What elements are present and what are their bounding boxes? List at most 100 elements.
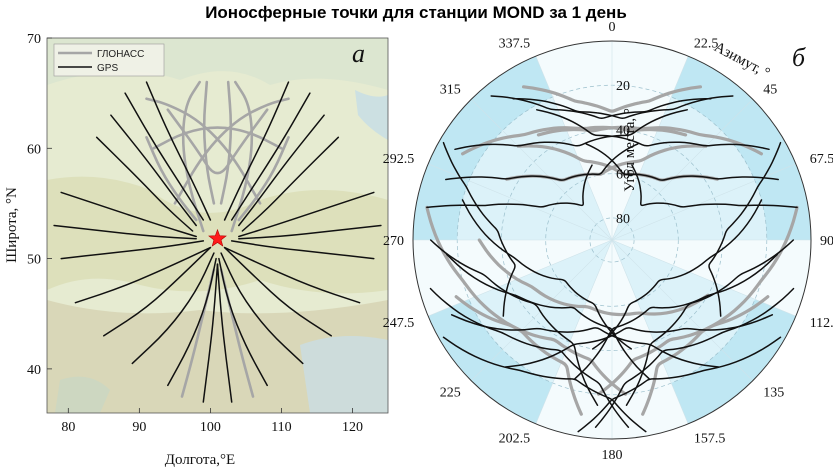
azimuth-tick-label-11: 247.5: [383, 316, 415, 331]
polar-track-glonass-7: [477, 238, 710, 317]
station-star: [208, 228, 227, 247]
polar-frame: [412, 40, 812, 440]
elevation-tick-label-2: 60: [616, 168, 630, 183]
map-track-gps-21: [216, 263, 233, 403]
map-track-gps-11: [230, 240, 375, 260]
map-track-gps-10: [238, 224, 382, 240]
panel-label-b: б: [792, 43, 806, 72]
azimuth-tick-label-15: 337.5: [499, 36, 531, 51]
map-tracks: [53, 80, 382, 403]
map-track-glonass-7: [219, 80, 233, 205]
map-track-glonass-6: [202, 80, 216, 205]
azimuth-tick-label-8: 180: [602, 448, 623, 463]
azimuth-tick-label-10: 225: [440, 385, 461, 400]
map-track-gps-13: [223, 246, 361, 304]
x-tick-label-0: 80: [61, 420, 75, 435]
elevation-tick-label-1: 40: [616, 123, 630, 138]
map-track-gps-20: [202, 263, 219, 403]
legend-glonass-label: ГЛОНАСС: [97, 49, 144, 60]
map-track-gps-1: [124, 92, 205, 221]
azimuth-tick-label-0: 0: [609, 20, 616, 35]
polar-track-gps-4: [445, 143, 639, 181]
panel-label-a: а: [352, 39, 365, 68]
x-tick-label-3: 110: [271, 420, 291, 435]
azimuth-spoke-1: [611, 55, 689, 241]
map-track-glonass-8: [145, 136, 198, 222]
azimuth-spoke-11: [427, 239, 613, 317]
map-track-gps-8: [60, 240, 205, 260]
panel-b: 0 22.5 45 67.5 90 112.5 135 157.5 180 202.5 225 247…: [383, 20, 833, 463]
polar-tracks: [425, 85, 799, 433]
map-track-gps-0: [110, 114, 197, 227]
polar-track-gps-10: [446, 253, 650, 380]
panel-a: 80 90 100 110 120 40 50 60 70 ГЛОНАСС GPS а Долг…: [4, 32, 389, 468]
map-track-gps-17: [220, 252, 304, 365]
azimuth-tick-label-3: 67.5: [810, 152, 833, 167]
azimuth-spoke-2: [611, 99, 753, 241]
map-track-gps-4: [230, 92, 311, 221]
polar-track-gps-5: [585, 143, 779, 181]
polar-track-gps-17: [592, 199, 763, 350]
azimuth-spoke-14: [471, 99, 613, 241]
polar-track-gps-16: [461, 199, 632, 350]
polar-track-gps-14: [450, 314, 720, 368]
map-track-glonass-4: [152, 126, 283, 150]
map-track-gps-9: [238, 191, 375, 238]
azimuth-spoke-10: [471, 239, 613, 381]
polar-track-gps-19: [708, 141, 782, 317]
polar-grid: [413, 41, 811, 439]
map-track-glonass-0: [181, 80, 205, 233]
legend-box: [53, 43, 165, 77]
map-track-gps-7: [53, 224, 197, 240]
elevation-ticks: 20 40 60 80: [616, 79, 630, 227]
azimuth-tick-label-5: 112.5: [810, 316, 833, 331]
map-track-gps-15: [223, 246, 332, 337]
polar-track-gps-2: [454, 109, 688, 151]
station-marker: [208, 228, 227, 247]
azimuth-tick-label-14: 315: [440, 83, 461, 98]
polar-track-gps-15: [504, 314, 774, 368]
polar-track-gps-7: [631, 164, 798, 209]
polar-track-gps-8: [429, 239, 599, 406]
polar-track-gps-11: [574, 253, 778, 380]
x-tick-label-4: 120: [342, 420, 363, 435]
legend: ГЛОНАСС GPS: [53, 43, 165, 77]
map-track-glonass-3: [145, 97, 262, 205]
azimuth-ticks: 0 22.5 45 67.5 90 112.5 135 157.5 180 202.5 225 247…: [383, 20, 833, 463]
map-track-gps-6: [60, 191, 197, 238]
map-frame: [46, 37, 389, 414]
polar-track-glonass-6: [596, 295, 770, 396]
azimuth-tick-label-6: 135: [763, 385, 784, 400]
polar-track-gps-6: [426, 164, 593, 209]
map-track-gps-16: [131, 252, 215, 365]
azimuth-tick-label-12: 270: [383, 234, 404, 249]
map-track-gps-14: [103, 246, 212, 337]
elevation-tick-label-3: 80: [616, 212, 630, 227]
x-axis-label: Долгота,°E: [165, 452, 235, 468]
legend-gps-label: GPS: [97, 63, 118, 74]
map-track-glonass-2: [173, 97, 290, 205]
map-track-gps-22: [145, 81, 212, 221]
polar-track-glonass-2: [536, 125, 763, 156]
elevation-tick-label-0: 20: [616, 79, 630, 94]
azimuth-tick-label-9: 202.5: [499, 432, 531, 447]
y-tick-label-1: 50: [27, 253, 41, 268]
map-track-gps-12: [74, 246, 212, 304]
azimuth-tick-label-4: 90: [820, 234, 833, 249]
azimuth-spoke-15: [535, 55, 613, 241]
polar-track-gps-0: [490, 95, 712, 119]
map-axis-ticks: 80 90 100 110 120 40 50 60 70: [27, 32, 363, 435]
polar-track-glonass-5: [454, 295, 628, 396]
map-background: [47, 38, 388, 413]
y-axis-label: Широта, °N: [4, 187, 20, 263]
map-track-glonass-9: [237, 136, 290, 222]
polar-track-gps-20: [442, 336, 647, 433]
y-tick-label-3: 70: [27, 32, 41, 47]
azimuth-spoke-5: [611, 239, 797, 317]
y-tick-label-0: 40: [27, 363, 41, 378]
azimuth-tick-label-7: 157.5: [694, 432, 726, 447]
polar-track-gps-9: [625, 239, 795, 406]
map-track-gps-19: [218, 257, 268, 387]
azimuth-tick-label-1: 22.5: [694, 36, 719, 51]
